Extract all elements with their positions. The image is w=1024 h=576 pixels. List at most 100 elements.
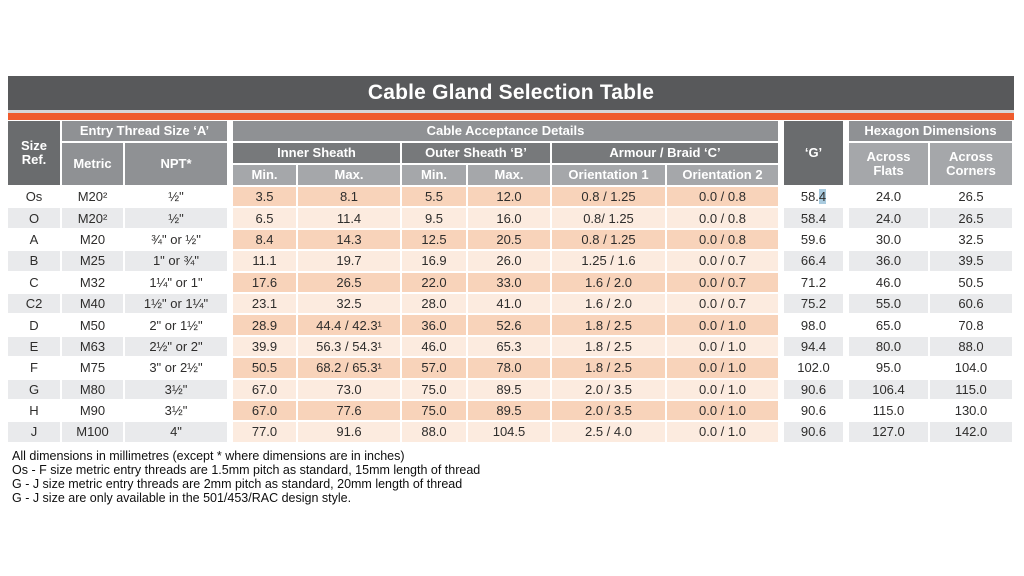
cell-metric: M80 — [62, 379, 125, 401]
cell-outer_min: 36.0 — [402, 315, 468, 337]
accent-bar — [8, 113, 1014, 120]
section-gap — [780, 293, 784, 316]
cell-npt: 1½" or 1¼" — [125, 293, 229, 316]
cell-metric: M20 — [62, 229, 125, 252]
footnote-line: G - J size metric entry threads are 2mm … — [12, 476, 463, 491]
header-across-flats: Across Flats — [849, 143, 930, 187]
header-orientation-2: Orientation 2 — [667, 165, 780, 187]
section-gap — [845, 336, 849, 359]
section-gap — [229, 187, 233, 209]
header-outer-max: Max. — [468, 165, 552, 187]
cell-npt: 1¼" or 1" — [125, 272, 229, 294]
cell-corners: 130.0 — [930, 400, 1014, 423]
cell-flats: 127.0 — [849, 422, 930, 444]
cell-g: 58.4 — [784, 187, 845, 209]
header-g: ‘G’ — [784, 121, 845, 187]
section-gap — [229, 229, 233, 252]
cell-npt: 3½" — [125, 379, 229, 401]
cell-flats: 115.0 — [849, 400, 930, 423]
cell-inner_max: 8.1 — [298, 187, 402, 209]
section-gap — [229, 358, 233, 380]
cell-metric: M25 — [62, 251, 125, 273]
header-cable-acceptance: Cable Acceptance Details — [233, 121, 780, 143]
selected-text: 4 — [818, 189, 827, 205]
cell-size: F — [8, 358, 62, 380]
cell-corners: 50.5 — [930, 272, 1014, 294]
cell-inner_min: 8.4 — [233, 229, 298, 252]
cell-corners: 104.0 — [930, 358, 1014, 380]
cell-outer_min: 28.0 — [402, 293, 468, 316]
cell-size: Os — [8, 187, 62, 209]
cell-flats: 30.0 — [849, 229, 930, 252]
cell-corners: 26.5 — [930, 187, 1014, 209]
cell-npt: ½" — [125, 187, 229, 209]
cell-outer_min: 88.0 — [402, 422, 468, 444]
cell-inner_min: 67.0 — [233, 400, 298, 423]
header-inner-sheath: Inner Sheath — [233, 143, 402, 165]
cell-orient1: 1.6 / 2.0 — [552, 272, 667, 294]
cell-metric: M90 — [62, 400, 125, 423]
cell-corners: 60.6 — [930, 293, 1014, 316]
cell-inner_min: 17.6 — [233, 272, 298, 294]
cell-orient2: 0.0 / 0.7 — [667, 293, 780, 316]
cell-inner_min: 39.9 — [233, 336, 298, 359]
section-gap — [229, 315, 233, 337]
cell-flats: 106.4 — [849, 379, 930, 401]
cell-size: D — [8, 315, 62, 337]
cell-g: 58.4 — [784, 208, 845, 230]
cell-g: 90.6 — [784, 422, 845, 444]
cell-npt: 3½" — [125, 400, 229, 423]
cell-flats: 65.0 — [849, 315, 930, 337]
cell-inner_max: 73.0 — [298, 379, 402, 401]
header-metric: Metric — [62, 143, 125, 187]
cell-orient2: 0.0 / 0.8 — [667, 229, 780, 252]
cell-inner_min: 28.9 — [233, 315, 298, 337]
section-gap — [845, 358, 849, 380]
cell-outer_max: 12.0 — [468, 187, 552, 209]
section-gap — [780, 208, 784, 230]
cell-size: H — [8, 400, 62, 423]
section-gap — [229, 272, 233, 294]
cell-flats: 24.0 — [849, 208, 930, 230]
cell-orient1: 2.0 / 3.5 — [552, 400, 667, 423]
header-outer-sheath: Outer Sheath ‘B’ — [402, 143, 552, 165]
section-gap — [780, 379, 784, 401]
section-gap — [229, 251, 233, 273]
cell-orient1: 1.8 / 2.5 — [552, 315, 667, 337]
section-gap — [845, 400, 849, 423]
cell-orient1: 2.5 / 4.0 — [552, 422, 667, 444]
header-hexagon-dimensions: Hexagon Dimensions — [849, 121, 1014, 143]
cell-orient2: 0.0 / 1.0 — [667, 379, 780, 401]
cell-metric: M50 — [62, 315, 125, 337]
cell-metric: M100 — [62, 422, 125, 444]
cell-inner_max: 91.6 — [298, 422, 402, 444]
cell-corners: 88.0 — [930, 336, 1014, 359]
section-gap — [229, 293, 233, 316]
header-entry-thread: Entry Thread Size ‘A’ — [62, 121, 229, 143]
cell-orient2: 0.0 / 0.8 — [667, 187, 780, 209]
table-body: Os M20² ½" 3.5 8.1 5.5 12.0 0.8 / 1.25 0.0 / 0.8… — [8, 187, 1014, 444]
footnote-line: All dimensions in millimetres (except * … — [12, 448, 405, 463]
cell-metric: M32 — [62, 272, 125, 294]
cell-inner_min: 6.5 — [233, 208, 298, 230]
cell-orient1: 0.8 / 1.25 — [552, 229, 667, 252]
header-size-ref: Size Ref. — [8, 121, 62, 187]
cell-g: 71.2 — [784, 272, 845, 294]
cell-outer_max: 89.5 — [468, 400, 552, 423]
header-inner-max: Max. — [298, 165, 402, 187]
cell-flats: 24.0 — [849, 187, 930, 209]
cell-metric: M20² — [62, 208, 125, 230]
cell-orient2: 0.0 / 0.7 — [667, 251, 780, 273]
cell-size: C — [8, 272, 62, 294]
cell-inner_max: 19.7 — [298, 251, 402, 273]
section-gap — [780, 272, 784, 294]
cell-inner_min: 77.0 — [233, 422, 298, 444]
cell-g: 90.6 — [784, 400, 845, 423]
cell-npt: ½" — [125, 208, 229, 230]
cell-orient2: 0.0 / 0.7 — [667, 272, 780, 294]
cell-outer_min: 46.0 — [402, 336, 468, 359]
section-gap — [229, 121, 233, 187]
cell-orient2: 0.0 / 0.8 — [667, 208, 780, 230]
cell-inner_max: 14.3 — [298, 229, 402, 252]
cell-corners: 39.5 — [930, 251, 1014, 273]
